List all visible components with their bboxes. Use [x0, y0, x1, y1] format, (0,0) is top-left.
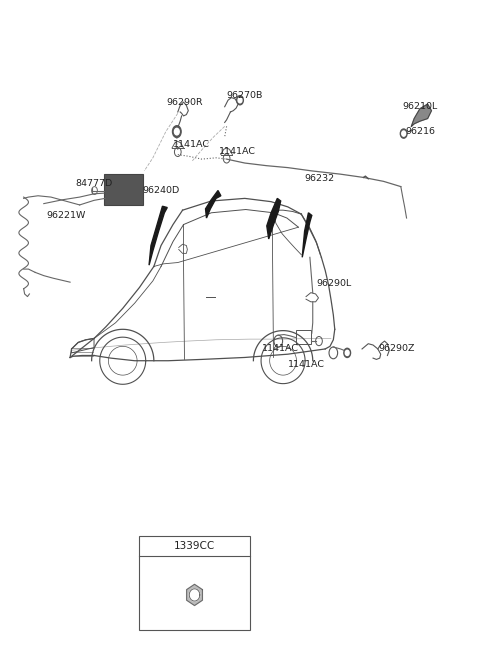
Polygon shape [149, 206, 167, 265]
Circle shape [344, 348, 350, 358]
Polygon shape [267, 198, 281, 239]
Text: 1339CC: 1339CC [174, 541, 215, 551]
Polygon shape [302, 213, 312, 257]
Text: 96290R: 96290R [167, 98, 203, 107]
Bar [297, 330, 311, 344]
Circle shape [400, 129, 407, 138]
Bar [104, 173, 144, 205]
Circle shape [345, 350, 349, 356]
Polygon shape [189, 589, 200, 601]
Circle shape [238, 98, 242, 103]
Circle shape [237, 96, 243, 105]
Text: 1141AC: 1141AC [288, 359, 325, 369]
Text: 96221W: 96221W [46, 211, 85, 220]
Text: 1141AC: 1141AC [218, 147, 255, 155]
Text: 96216: 96216 [405, 127, 435, 136]
Text: 96240D: 96240D [142, 186, 179, 195]
Bar [140, 535, 250, 630]
Polygon shape [205, 190, 221, 218]
Circle shape [174, 129, 179, 135]
Text: 96210L: 96210L [403, 102, 438, 112]
Text: 96290Z: 96290Z [379, 344, 415, 354]
Polygon shape [187, 584, 203, 605]
Text: 96270B: 96270B [227, 91, 263, 100]
Polygon shape [411, 104, 432, 127]
Text: 1141AC: 1141AC [173, 140, 210, 149]
Text: 96232: 96232 [305, 174, 335, 183]
Circle shape [402, 131, 406, 136]
Circle shape [172, 126, 181, 138]
Text: 84777D: 84777D [75, 180, 112, 188]
Text: 1141AC: 1141AC [262, 344, 299, 354]
Text: 96290L: 96290L [317, 279, 352, 288]
